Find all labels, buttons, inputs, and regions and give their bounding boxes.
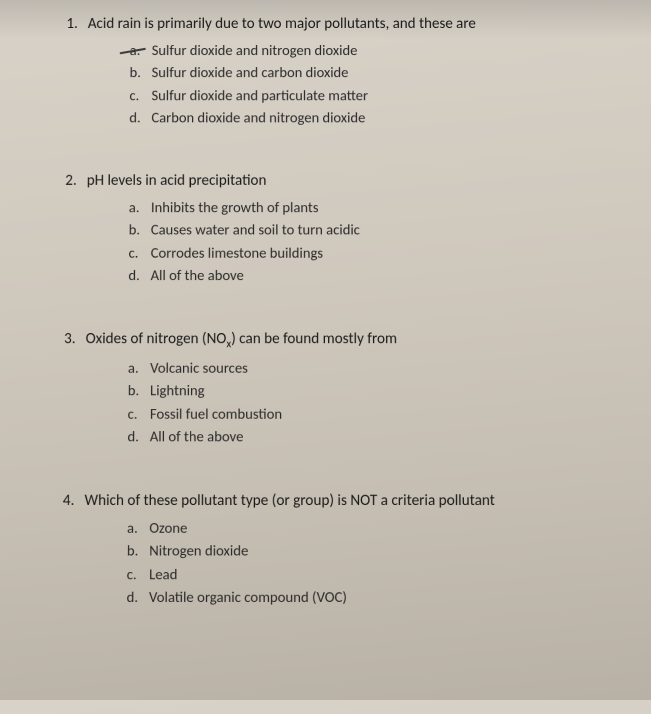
option-letter: b. <box>128 379 150 402</box>
option-letter: a. <box>127 516 149 539</box>
question-4: 4. Which of these pollutant type (or gro… <box>55 491 595 608</box>
option-text: Lightning <box>150 379 594 402</box>
option-a: a. Inhibits the growth of plants <box>129 196 593 219</box>
option-text: Nitrogen dioxide <box>149 539 595 562</box>
options-list: a. Ozone b. Nitrogen dioxide c. Lead d. … <box>127 516 596 609</box>
option-d: d. All of the above <box>127 425 594 448</box>
option-text: Volatile organic compound (VOC) <box>149 585 596 608</box>
option-text: Sulfur dioxide and particulate matter <box>151 84 591 107</box>
option-letter: b. <box>130 62 152 85</box>
option-d: d. All of the above <box>128 264 593 287</box>
question-number: 1. <box>60 15 88 33</box>
option-c: c. Corrodes limestone buildings <box>128 241 593 264</box>
option-text: Sulfur dioxide and carbon dioxide <box>152 62 592 85</box>
option-text: Inhibits the growth of plants <box>151 196 593 219</box>
option-text: Volcanic sources <box>150 356 594 379</box>
question-1: 1. Acid rain is primarily due to two maj… <box>59 15 592 129</box>
option-c: c. Sulfur dioxide and particulate matter <box>129 84 591 107</box>
question-stem: 3. Oxides of nitrogen (NOx) can be found… <box>57 330 593 350</box>
option-letter: d. <box>128 264 150 287</box>
option-letter: d. <box>127 585 150 608</box>
option-text: All of the above <box>151 264 594 287</box>
option-letter: c. <box>128 402 150 425</box>
option-letter: d. <box>129 107 151 130</box>
option-letter: c. <box>127 562 149 585</box>
option-d: d. Carbon dioxide and nitrogen dioxide <box>129 107 592 130</box>
option-a: a. Ozone <box>127 516 595 539</box>
option-letter: a. <box>128 356 150 379</box>
option-b: b. Sulfur dioxide and carbon dioxide <box>130 62 592 85</box>
option-letter: c. <box>129 84 151 107</box>
option-letter: b. <box>127 539 149 562</box>
option-letter: c. <box>128 241 150 264</box>
option-text: Fossil fuel combustion <box>150 402 594 425</box>
option-b: b. Nitrogen dioxide <box>127 539 596 562</box>
option-letter: a. <box>130 39 152 62</box>
option-letter: b. <box>129 219 151 242</box>
option-text: Carbon dioxide and nitrogen dioxide <box>151 107 592 130</box>
option-a: a. Volcanic sources <box>128 356 594 379</box>
question-3: 3. Oxides of nitrogen (NOx) can be found… <box>57 330 595 448</box>
option-letter: d. <box>127 425 149 448</box>
option-d: d. Volatile organic compound (VOC) <box>127 585 596 608</box>
question-text: Oxides of nitrogen (NOx) can be found mo… <box>86 330 594 350</box>
option-c: c. Lead <box>127 562 596 585</box>
question-text: pH levels in acid precipitation <box>87 172 593 190</box>
option-text: Ozone <box>149 516 595 539</box>
question-text: Which of these pollutant type (or group)… <box>84 491 594 510</box>
question-number: 2. <box>59 172 87 190</box>
question-text: Acid rain is primarily due to two major … <box>88 15 591 33</box>
question-stem: 1. Acid rain is primarily due to two maj… <box>60 15 592 33</box>
options-list: a. Volcanic sources b. Lightning c. Foss… <box>127 356 594 448</box>
option-text: All of the above <box>150 425 595 448</box>
options-list: a. Inhibits the growth of plants b. Caus… <box>128 196 593 287</box>
option-a: a. Sulfur dioxide and nitrogen dioxide <box>130 39 592 62</box>
question-number: 4. <box>56 491 85 510</box>
question-stem: 2. pH levels in acid precipitation <box>59 172 593 190</box>
question-stem: 4. Which of these pollutant type (or gro… <box>56 491 595 510</box>
option-b: b. Lightning <box>128 379 594 402</box>
option-text: Corrodes limestone buildings <box>151 241 593 264</box>
options-list: a. Sulfur dioxide and nitrogen dioxide b… <box>129 39 592 129</box>
question-number: 3. <box>57 330 85 350</box>
option-text: Sulfur dioxide and nitrogen dioxide <box>152 39 592 62</box>
option-text: Causes water and soil to turn acidic <box>151 219 593 242</box>
question-2: 2. pH levels in acid precipitation a. In… <box>58 172 593 287</box>
option-letter: a. <box>129 196 151 219</box>
option-c: c. Fossil fuel combustion <box>128 402 595 425</box>
quiz-paper: 1. Acid rain is primarily due to two maj… <box>0 0 651 714</box>
option-b: b. Causes water and soil to turn acidic <box>129 219 593 242</box>
option-text: Lead <box>149 562 595 585</box>
